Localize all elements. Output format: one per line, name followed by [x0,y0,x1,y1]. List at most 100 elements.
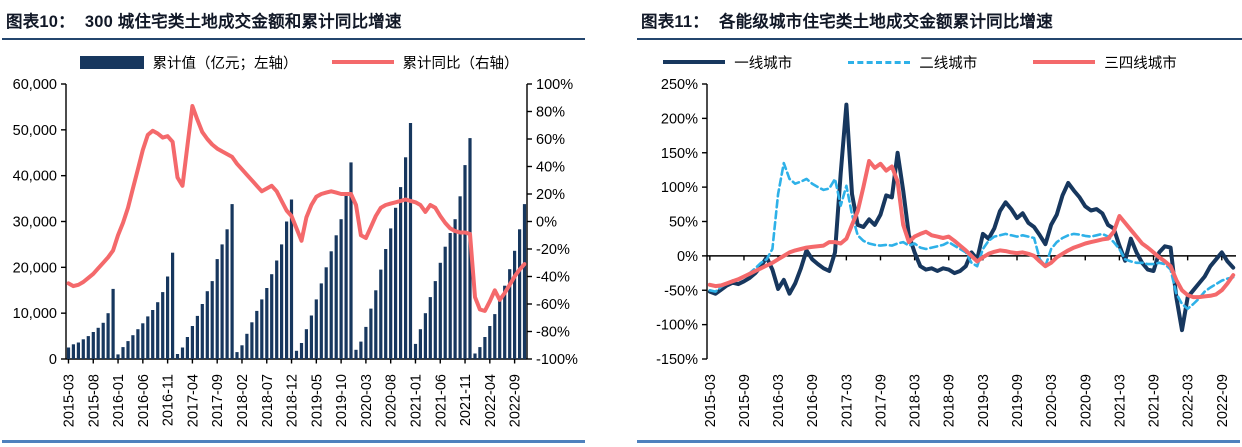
svg-text:-40%: -40% [536,270,570,286]
legend-label: 累计值（亿元；左轴） [152,55,298,72]
x-axis [66,358,527,364]
x-tick-labels: 2015-03 2015-09 2016-03 2016-09 2017-03 2017-… [703,374,1231,427]
svg-text:2016-01: 2016-01 [111,374,127,427]
svg-text:20%: 20% [536,187,565,203]
svg-text:80%: 80% [536,105,565,121]
y-axis-right: -100% -80% -60% -40% -20% 0% 20% 40% 60% 80% 100% [526,77,578,368]
svg-text:2018-12: 2018-12 [285,374,301,427]
line-series-0 [707,102,1236,333]
svg-text:2017-03: 2017-03 [839,374,855,427]
svg-text:2021-11: 2021-11 [458,374,474,426]
svg-text:2015-03: 2015-03 [703,374,719,427]
legend-item-tier2: 二线城市 [848,52,977,73]
line-swatch-icon [1033,60,1096,64]
figure-10-legend: 累计值（亿元；左轴） 累计同比（右轴） [0,50,598,74]
y-axis-left: 0 10,000 20,000 30,000 40,000 50,000 60,000 [13,77,67,368]
figure-11-title-text: 各能级城市住宅类土地成交金额累计同比增速 [718,13,1053,31]
line-swatch-icon [331,60,394,64]
line-chart-canvas: -150% -100% -50% 0% 50% 100% 150% 200% 250% 2015-… [656,77,1236,427]
y-axis-left: -150% -100% -50% 0% 50% 100% 150% 200% 250% [656,77,708,368]
svg-text:2020-08: 2020-08 [384,374,400,427]
svg-text:2018-03: 2018-03 [908,374,924,427]
svg-text:2015-09: 2015-09 [737,374,753,427]
svg-text:2022-09: 2022-09 [508,374,524,427]
svg-text:2016-09: 2016-09 [805,374,821,427]
svg-text:2015-08: 2015-08 [86,374,102,427]
svg-text:2022-03: 2022-03 [1181,374,1197,427]
legend-item-tier1: 一线城市 [663,52,792,73]
figure-11-title: 图表11： 各能级城市住宅类土地成交金额累计同比增速 [598,0,1242,38]
line-swatch-icon [663,60,726,64]
legend-label: 二线城市 [919,55,978,72]
figure-11-legend: 一线城市 二线城市 三四线城市 [598,50,1242,74]
svg-text:-150%: -150% [656,352,698,368]
line-series-1 [66,104,527,313]
svg-text:30,000: 30,000 [13,215,57,231]
svg-text:2020-03: 2020-03 [359,374,375,427]
svg-text:40,000: 40,000 [13,169,57,185]
line-series-2 [707,159,1236,300]
svg-text:2019-05: 2019-05 [309,374,325,427]
svg-text:2022-04: 2022-04 [483,374,499,427]
legend-item-tier34: 三四线城市 [1033,52,1177,73]
combo-chart-canvas: 0 10,000 20,000 30,000 40,000 50,000 60,000 -10… [13,77,578,427]
legend-item-yoy: 累计同比（右轴） [331,52,519,73]
svg-text:2020-03: 2020-03 [1044,374,1060,427]
svg-text:250%: 250% [661,77,698,93]
title-divider [637,38,1242,40]
x-tick-labels: 2015-03 2015-08 2016-01 2016-06 2016-11 2017-… [61,374,523,427]
svg-text:2018-07: 2018-07 [260,374,276,427]
svg-text:-20%: -20% [536,242,570,258]
figure-10-panel: 图表10： 300 城住宅类土地成交金额和累计同比增速 累计值（亿元；左轴） 累… [0,0,598,447]
svg-text:2019-03: 2019-03 [976,374,992,427]
svg-text:2016-06: 2016-06 [136,374,152,427]
svg-text:60,000: 60,000 [13,77,57,93]
svg-text:200%: 200% [661,111,698,127]
svg-text:2017-09: 2017-09 [210,374,226,427]
svg-text:50,000: 50,000 [13,123,57,139]
svg-text:2015-03: 2015-03 [61,374,77,427]
svg-text:0: 0 [49,352,57,368]
bar-swatch-icon [79,55,144,69]
figure-bottom-border [2,440,585,443]
svg-text:50%: 50% [669,215,698,231]
figure-bottom-border [637,440,1240,443]
figure-11-panel: 图表11： 各能级城市住宅类土地成交金额累计同比增速 一线城市 二线城市 三四线… [598,0,1242,447]
svg-text:2021-03: 2021-03 [1112,374,1128,427]
svg-text:40%: 40% [536,160,565,176]
svg-text:2017-09: 2017-09 [873,374,889,427]
svg-text:-100%: -100% [536,352,578,368]
svg-text:0%: 0% [677,249,698,265]
svg-text:2018-02: 2018-02 [235,374,251,427]
dashed-line-swatch-icon [848,60,911,64]
svg-text:2021-01: 2021-01 [408,374,424,427]
legend-item-cumulative-value: 累计值（亿元；左轴） [79,52,298,73]
svg-text:2016-11: 2016-11 [161,374,177,426]
svg-text:-80%: -80% [536,325,570,341]
svg-text:10,000: 10,000 [13,306,57,322]
svg-text:-50%: -50% [664,283,698,299]
figure-10-title-text: 300 城住宅类土地成交金额和累计同比增速 [84,13,402,31]
svg-text:2017-04: 2017-04 [185,374,201,427]
svg-text:100%: 100% [536,77,573,93]
svg-text:60%: 60% [536,132,565,148]
legend-label: 累计同比（右轴） [402,55,519,72]
svg-text:2021-06: 2021-06 [433,374,449,427]
svg-text:-60%: -60% [536,297,570,313]
svg-text:20,000: 20,000 [13,260,57,276]
figure-10-label: 图表10： [6,13,75,31]
legend-label: 一线城市 [734,55,793,72]
svg-text:2021-09: 2021-09 [1147,374,1163,427]
svg-text:2018-09: 2018-09 [942,374,958,427]
svg-text:2019-09: 2019-09 [1010,374,1026,427]
figure-11-label: 图表11： [641,13,709,31]
figure-10-title: 图表10： 300 城住宅类土地成交金额和累计同比增速 [0,0,598,38]
svg-text:150%: 150% [661,146,698,162]
legend-label: 三四线城市 [1104,55,1177,72]
svg-text:2022-09: 2022-09 [1215,374,1231,427]
svg-text:-100%: -100% [656,318,698,334]
svg-text:0%: 0% [536,215,557,231]
svg-text:2016-03: 2016-03 [771,374,787,427]
svg-text:100%: 100% [661,180,698,196]
